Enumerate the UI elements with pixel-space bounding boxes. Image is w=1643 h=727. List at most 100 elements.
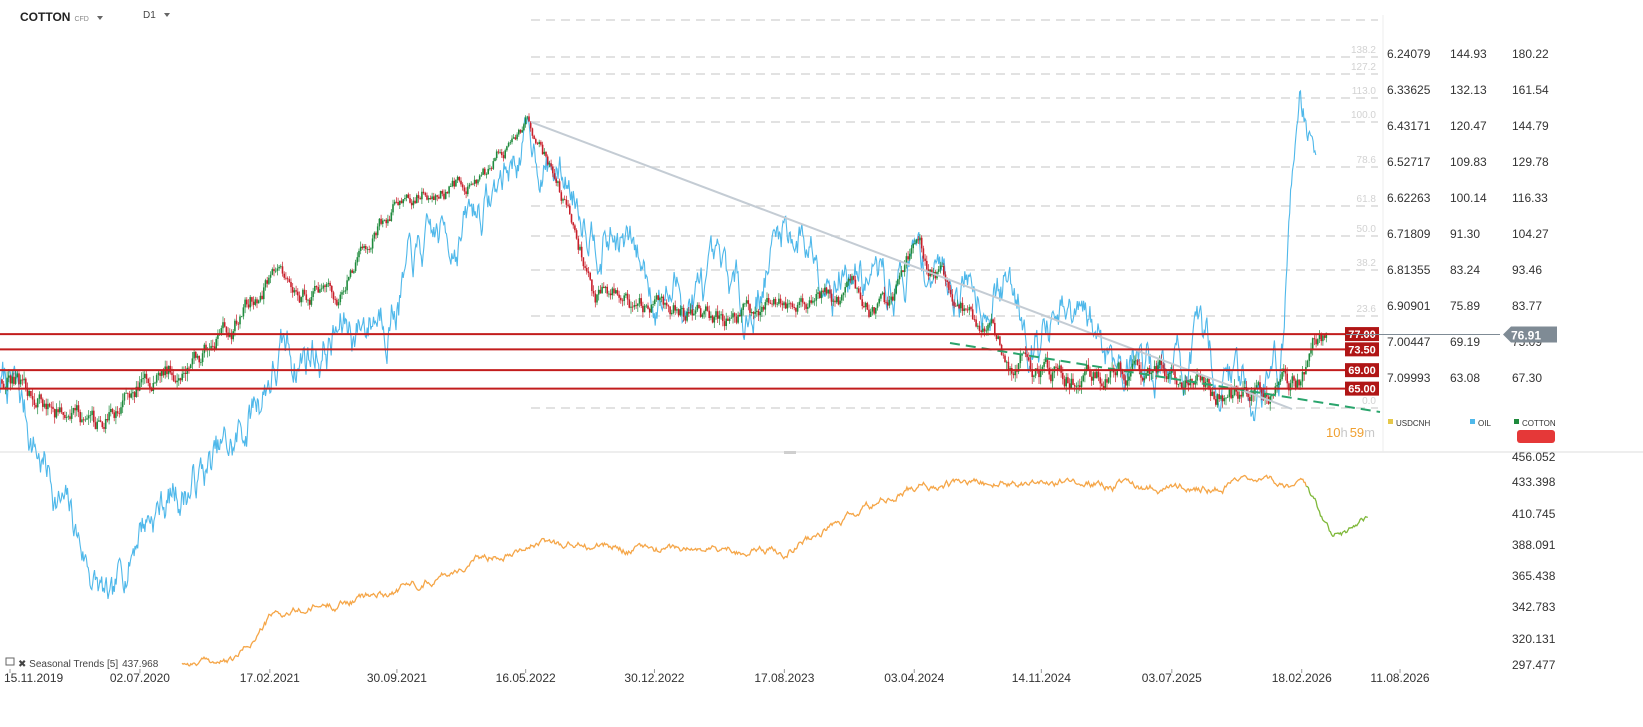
cotton-candle-body — [371, 238, 374, 249]
legend: USDCNH OIL COTTON 10h 59m — [1326, 419, 1556, 443]
seasonal-axis-tick: 297.477 — [1512, 658, 1556, 672]
support-level-label: 77.00 — [1348, 329, 1376, 341]
cotton-candle-body — [565, 199, 568, 205]
cotton-candle-body — [1101, 383, 1103, 386]
cotton-candle-body — [693, 313, 695, 316]
cotton-candle-body — [1143, 378, 1146, 381]
usdcnh-axis-tick: 6.90901 — [1387, 299, 1431, 313]
cotton-candle-body — [191, 358, 194, 365]
cotton-candle-body — [798, 301, 801, 305]
cotton-candle-body — [256, 299, 258, 304]
cotton-candle-body — [924, 258, 926, 261]
cotton-candle-body — [113, 412, 115, 418]
cotton-candle-body — [747, 300, 750, 305]
cotton-candle-body — [266, 280, 268, 284]
timeframe-selector[interactable]: D1 — [143, 10, 170, 21]
cotton-candle-body — [1250, 392, 1253, 401]
cotton-candle-body — [888, 299, 891, 306]
cotton-candle-body — [8, 375, 10, 378]
cotton-candle-body — [1301, 372, 1304, 382]
oil-axis-tick: 144.93 — [1450, 47, 1487, 61]
cotton-candle-body — [472, 183, 474, 185]
cotton-candle-body — [994, 322, 996, 335]
cotton-axis-tick: 180.22 — [1512, 47, 1549, 61]
cotton-candle-body — [519, 129, 522, 133]
cotton-candle-body — [713, 317, 716, 323]
cotton-candle-body — [302, 289, 304, 298]
cotton-candle-body — [842, 292, 845, 296]
cotton-candle-body — [2, 383, 5, 388]
cotton-candle-body — [325, 284, 328, 287]
cotton-candle-body — [460, 180, 462, 185]
close-icon[interactable]: ✖ — [18, 659, 29, 670]
cotton-candle-body — [291, 287, 294, 293]
cotton-candle-body — [433, 196, 435, 200]
cotton-candle-body — [268, 277, 270, 284]
cotton-candle-body — [1034, 368, 1037, 376]
cotton-candle-body — [669, 306, 671, 315]
cotton-candle-body — [441, 191, 444, 194]
cotton-candle-body — [803, 302, 806, 305]
cotton-candle-body — [1158, 360, 1161, 366]
cotton-candle-body — [154, 382, 156, 384]
cotton-candle-body — [727, 318, 729, 321]
cotton-candle-body — [1306, 360, 1309, 367]
cotton-candle-body — [189, 364, 192, 369]
cotton-candle-body — [954, 305, 957, 307]
cotton-candle-body — [662, 296, 665, 305]
cotton-candle-body — [230, 332, 233, 340]
cotton-candle-body — [159, 372, 161, 376]
cotton-candle-body — [580, 246, 583, 258]
cotton-candle-body — [1135, 360, 1137, 362]
cotton-candle-body — [341, 292, 343, 295]
cotton-candle-body — [67, 416, 70, 418]
cotton-candle-body — [541, 144, 544, 155]
fib-level-label: 113.0 — [1352, 86, 1377, 97]
cotton-candle-body — [808, 300, 811, 307]
cotton-candle-body — [966, 309, 969, 311]
cotton-candle-body — [28, 391, 30, 396]
x-axis-tick-label: 11.08.2026 — [1370, 671, 1429, 685]
cotton-candle-body — [618, 294, 620, 298]
cotton-candle-body — [939, 265, 942, 270]
cotton-candle-body — [399, 200, 401, 205]
cotton-candle-body — [744, 303, 746, 305]
cotton-candle-body — [310, 297, 313, 305]
cotton-axis-tick: 83.77 — [1512, 299, 1542, 313]
cotton-candle-body — [587, 271, 590, 273]
cotton-candle-body — [461, 184, 464, 188]
cotton-candle-body — [473, 179, 476, 184]
cotton-candle-body — [878, 298, 880, 304]
cotton-candle-body — [193, 352, 195, 359]
fib-level-label: 38.2 — [1357, 258, 1377, 269]
cotton-candle-body — [659, 298, 661, 300]
symbol-selector[interactable]: COTTON CFD — [20, 10, 103, 24]
cotton-candle-body — [586, 267, 588, 272]
cotton-candle-body — [1162, 364, 1164, 369]
cotton-axis-tick: 161.54 — [1512, 83, 1549, 97]
cotton-candle-body — [960, 302, 962, 309]
oil-series — [0, 89, 1317, 599]
cotton-candle-body — [47, 403, 49, 410]
cotton-candle-body — [331, 286, 333, 293]
seasonal-panel: 456.052 433.398 410.745 388.091 365.438 342.7… — [5, 450, 1556, 672]
cotton-candle-body — [1085, 364, 1088, 372]
cotton-candle-body — [1014, 371, 1016, 376]
cotton-candle-body — [907, 256, 909, 260]
oil-axis-tick: 91.30 — [1450, 227, 1480, 241]
cotton-candle-body — [982, 328, 984, 332]
cotton-candle-body — [1084, 371, 1086, 376]
cotton-candle-body — [1090, 376, 1093, 381]
cotton-candle-body — [1017, 363, 1020, 372]
cotton-candle-body — [1080, 381, 1083, 387]
cotton-candle-body — [1167, 374, 1169, 380]
cotton-candle-body — [620, 297, 622, 301]
cotton-candle-body — [298, 295, 301, 303]
cotton-candle-body — [125, 392, 127, 394]
cotton-candle-body — [300, 297, 302, 303]
cotton-candle-body — [1203, 376, 1205, 387]
cotton-candle-body — [650, 304, 653, 313]
cotton-candle-body — [667, 305, 670, 307]
cotton-candle-body — [303, 289, 306, 295]
